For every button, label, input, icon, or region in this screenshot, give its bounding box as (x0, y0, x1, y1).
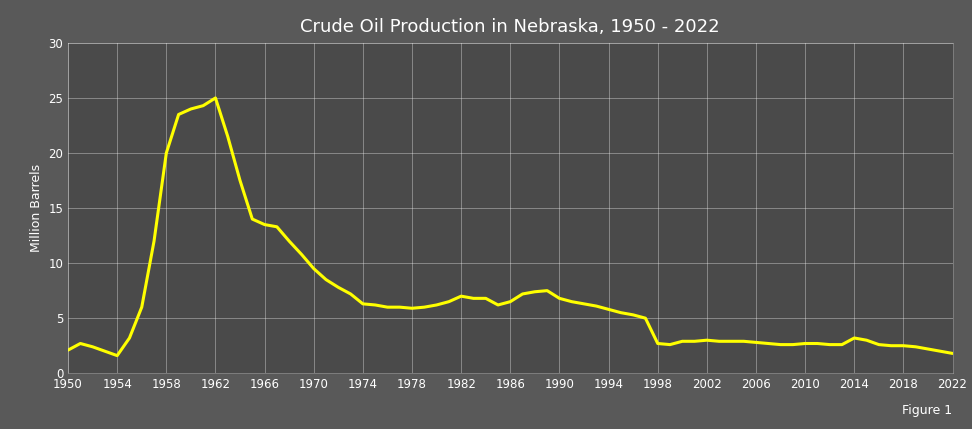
Title: Crude Oil Production in Nebraska, 1950 - 2022: Crude Oil Production in Nebraska, 1950 -… (300, 18, 720, 36)
Y-axis label: Million Barrels: Million Barrels (30, 164, 43, 252)
Text: Figure 1: Figure 1 (902, 404, 953, 417)
